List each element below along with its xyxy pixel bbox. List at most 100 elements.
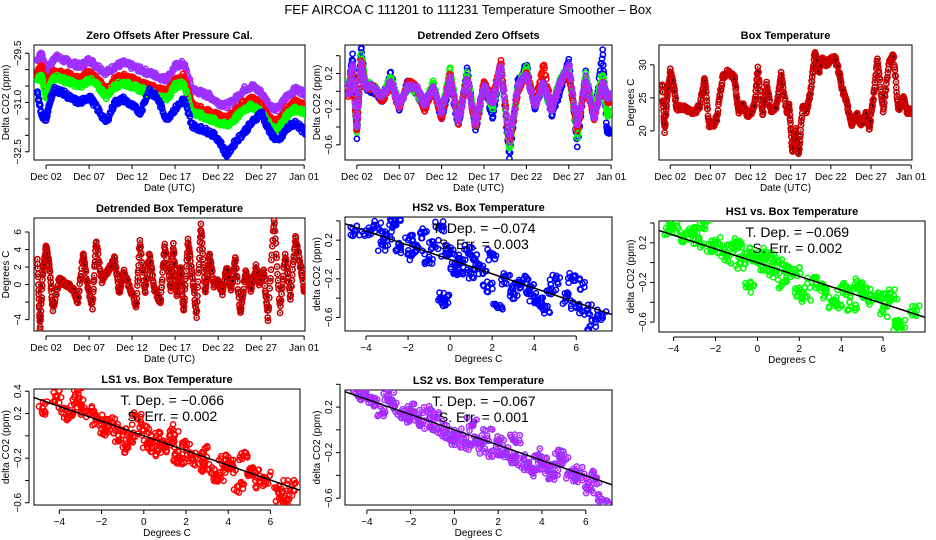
- data-point-fill: [506, 122, 509, 125]
- x-tick-label: Dec 02: [654, 172, 686, 183]
- data-point-fill: [402, 97, 405, 100]
- x-tick-label: Dec 07: [383, 172, 415, 183]
- data-point: [510, 112, 518, 120]
- data-point-fill: [663, 131, 666, 134]
- chart-title: Box Temperature: [741, 30, 831, 42]
- data-point: [139, 106, 146, 114]
- data-point: [354, 112, 362, 120]
- data-point-fill: [398, 106, 401, 109]
- data-point: [497, 56, 505, 64]
- data-point-fill: [661, 85, 664, 88]
- data-point: [599, 51, 607, 59]
- data-point-fill: [472, 111, 475, 114]
- data-point-fill: [513, 106, 516, 110]
- data-point-fill: [352, 80, 355, 83]
- data-point: [541, 64, 548, 72]
- data-point-fill: [580, 96, 584, 99]
- data-point: [492, 89, 499, 96]
- data-point: [511, 104, 519, 112]
- data-point-fill: [516, 90, 519, 93]
- data-point-fill: [347, 91, 350, 94]
- data-point-fill: [584, 75, 587, 78]
- x-axis-label: Date (UTC): [144, 183, 195, 194]
- data-point-fill: [608, 95, 611, 98]
- data-point: [507, 130, 515, 137]
- data-point: [387, 68, 395, 76]
- data-point: [605, 109, 612, 116]
- data-point: [455, 118, 462, 125]
- data-point-fill: [514, 98, 517, 102]
- data-point: [528, 88, 536, 96]
- x-axis-label: Date (UTC): [453, 183, 504, 194]
- data-point: [459, 98, 467, 106]
- data-point: [495, 72, 502, 80]
- data-point-fill: [357, 104, 360, 108]
- data-point-fill: [502, 89, 506, 92]
- series-hs1: [34, 71, 305, 135]
- data-point-fill: [361, 70, 365, 74]
- data-point: [456, 110, 464, 118]
- data-point: [510, 108, 518, 116]
- y-tick-label: 0.2: [324, 66, 335, 80]
- data-point-fill: [360, 63, 363, 67]
- data-point-fill: [266, 99, 269, 102]
- data-point: [105, 116, 113, 123]
- data-point: [392, 90, 400, 98]
- data-point: [663, 103, 670, 111]
- data-point-fill: [504, 107, 507, 111]
- data-point-fill: [353, 92, 356, 95]
- x-tick-label: Dec 12: [426, 172, 458, 183]
- y-tick-label: −32.5: [13, 139, 24, 165]
- data-point: [503, 111, 510, 119]
- data-point-fill: [565, 71, 568, 74]
- data-point: [439, 107, 447, 115]
- data-point: [605, 93, 612, 100]
- x-tick-label: Dec 07: [73, 172, 105, 183]
- data-point: [522, 62, 530, 70]
- data-point-fill: [593, 117, 596, 120]
- data-point-fill: [352, 70, 355, 74]
- y-tick-label: 20: [638, 125, 649, 137]
- data-point-fill: [511, 122, 514, 125]
- data-point-fill: [673, 89, 676, 92]
- data-point: [303, 101, 305, 108]
- chart-title: Zero Offsets After Pressure Cal.: [86, 30, 252, 42]
- data-point-fill: [512, 114, 515, 118]
- x-tick-label: Jan 01: [896, 172, 926, 183]
- x-tick-label: Dec 02: [30, 172, 62, 183]
- data-point-fill: [667, 88, 670, 90]
- data-point-fill: [666, 96, 668, 99]
- data-point: [351, 85, 358, 93]
- data-point-fill: [510, 128, 513, 131]
- data-point: [463, 64, 471, 72]
- data-point-fill: [452, 93, 455, 97]
- data-point: [598, 55, 606, 63]
- data-point: [460, 94, 467, 102]
- data-point: [552, 96, 559, 104]
- data-point-fill: [580, 102, 583, 105]
- data-point-fill: [508, 140, 511, 144]
- x-tick-label: Dec 12: [735, 172, 767, 183]
- data-point: [500, 86, 508, 94]
- data-point-fill: [467, 86, 470, 89]
- data-point-fill: [185, 70, 188, 73]
- data-point-fill: [357, 100, 360, 103]
- x-tick-label: Dec 12: [116, 172, 148, 183]
- data-point-fill: [579, 107, 582, 110]
- data-point: [450, 91, 458, 99]
- chart-zero-offsets: Zero Offsets After Pressure Cal. Dec 02 De…: [1, 30, 320, 194]
- data-point-fill: [574, 110, 577, 114]
- data-point-fill: [356, 122, 359, 125]
- x-tick-label: Dec 22: [202, 172, 234, 183]
- data-point-fill: [356, 114, 359, 118]
- data-point: [349, 68, 357, 76]
- data-point: [472, 116, 480, 124]
- data-point-fill: [457, 120, 460, 123]
- x-axis-label: Date (UTC): [760, 183, 811, 194]
- data-point-fill: [284, 98, 287, 101]
- data-point-fill: [425, 102, 428, 105]
- data-point-fill: [661, 91, 664, 93]
- data-point-fill: [226, 107, 229, 110]
- data-point: [279, 133, 287, 141]
